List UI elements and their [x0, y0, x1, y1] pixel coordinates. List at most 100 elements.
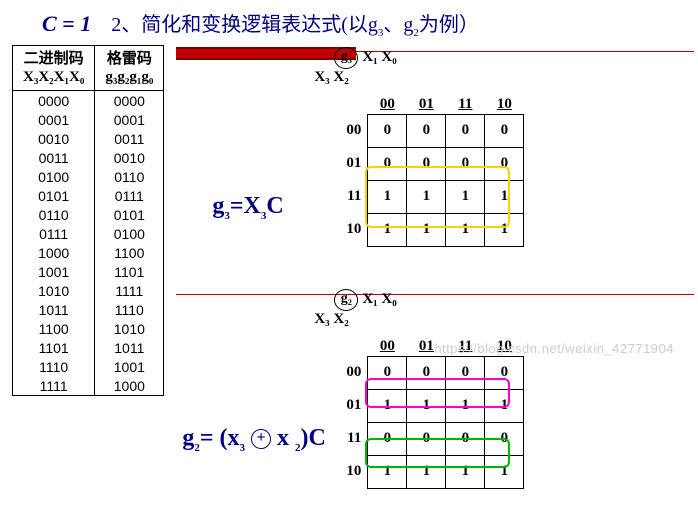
c-equals: C = 1 [42, 11, 91, 37]
table-cell: 0101 [13, 186, 95, 205]
table-cell: 0101 [95, 205, 164, 224]
kmap-cell: 0 [446, 356, 485, 389]
col1-header: 二进制码 X₃X₂X₁X₀ [13, 46, 95, 91]
table-cell: 0011 [13, 148, 95, 167]
equation-g3: g3=X3C [212, 193, 283, 222]
kmap-col-label: 11 [446, 82, 485, 114]
table-cell: 1111 [13, 376, 95, 396]
kmap-cell: 0 [407, 114, 446, 147]
table-cell: 0001 [95, 110, 164, 129]
kmap-cell: 0 [368, 356, 407, 389]
kmap-col-label: 01 [407, 82, 446, 114]
kmap-cell: 1 [446, 389, 485, 422]
kmap-cell: 1 [368, 389, 407, 422]
kmap-cell: 0 [485, 422, 524, 455]
kmap-cell: 1 [407, 180, 446, 213]
table-cell: 1010 [95, 319, 164, 338]
kmap-cell: 1 [485, 213, 524, 246]
col2-sub: g₃g₂g₁g₀ [105, 68, 153, 86]
kmap-row-label: 01 [332, 147, 368, 180]
kmap-row-label: 11 [332, 422, 368, 455]
kmap-col-label: 10 [485, 82, 524, 114]
kmap-cell: 0 [485, 114, 524, 147]
table-cell: 1101 [13, 338, 95, 357]
table-cell: 0100 [95, 224, 164, 243]
kmap-row-label: 11 [332, 180, 368, 213]
kmap-cell: 0 [407, 147, 446, 180]
table-cell: 0000 [13, 91, 95, 111]
kmap-cell: 0 [485, 147, 524, 180]
kmap-cell: 0 [446, 147, 485, 180]
table-cell: 0011 [95, 129, 164, 148]
kmap-col-label: 00 [368, 82, 407, 114]
col2-header: 格雷码 g₃g₂g₁g₀ [95, 46, 164, 91]
table-cell: 1010 [13, 281, 95, 300]
col2-title: 格雷码 [105, 50, 153, 68]
kmap-cell: 1 [407, 389, 446, 422]
kmap-row-label: 00 [332, 114, 368, 147]
col1-sub: X₃X₂X₁X₀ [23, 68, 84, 86]
table-cell: 0100 [13, 167, 95, 186]
table-cell: 0000 [95, 91, 164, 111]
kmap-cell: 0 [407, 356, 446, 389]
kmap-row-label: 10 [332, 213, 368, 246]
kmap-cell: 1 [446, 180, 485, 213]
table-cell: 1000 [95, 376, 164, 396]
kmap-cell: 1 [368, 180, 407, 213]
table-cell: 1001 [95, 357, 164, 376]
kmap-cell: 1 [446, 213, 485, 246]
kmap-cell: 0 [368, 147, 407, 180]
kmap-cell: 1 [485, 389, 524, 422]
table-cell: 0110 [13, 205, 95, 224]
table-cell: 0010 [95, 148, 164, 167]
kmap-cell: 0 [446, 422, 485, 455]
section-text-2: 、g [383, 14, 413, 36]
table-cell: 0111 [13, 224, 95, 243]
table-cell: 0001 [13, 110, 95, 129]
section-text-1: 2、简化和变换逻辑表达式(以g [111, 14, 378, 36]
col-axis-g3: X₁ X₀ [362, 49, 396, 66]
kmap-cell: 1 [485, 455, 524, 488]
section-text-3: 为例） [419, 14, 479, 36]
kmap-cell: 1 [407, 455, 446, 488]
kmap-cell: 0 [485, 356, 524, 389]
table-cell: 0110 [95, 167, 164, 186]
equation-g2: g2= (x3 + x 2)C [182, 425, 326, 454]
col-axis-g2: X₁ X₀ [362, 291, 396, 308]
col1-title: 二进制码 [23, 50, 84, 68]
table-cell: 1111 [95, 281, 164, 300]
kmap-cell: 1 [446, 455, 485, 488]
xor-plus-icon: + [251, 429, 271, 449]
section-title: 2、简化和变换逻辑表达式(以g3、g2为例） [111, 8, 479, 39]
kmap-g3: g₃ X₁ X₀ X₃ X₂ 0001111000000001000011111… [332, 47, 524, 247]
table-cell: 0010 [13, 129, 95, 148]
kmap-row-label: 10 [332, 455, 368, 488]
table-cell: 1100 [13, 319, 95, 338]
kmap-cell: 0 [368, 422, 407, 455]
binary-gray-table: 二进制码 X₃X₂X₁X₀ 格雷码 g₃g₂g₁g₀ 0000000000010… [12, 45, 164, 396]
kmap-cell: 1 [368, 213, 407, 246]
table-cell: 1110 [95, 300, 164, 319]
kmap-col-label: 00 [368, 324, 407, 356]
kmap-cell: 1 [407, 213, 446, 246]
table-cell: 1101 [95, 262, 164, 281]
kmap-cell: 0 [368, 114, 407, 147]
g3-badge: g₃ [334, 47, 358, 69]
kmap-row-label: 01 [332, 389, 368, 422]
kmap-cell: 1 [368, 455, 407, 488]
table-cell: 1001 [13, 262, 95, 281]
kmap-g2: g₂ X₁ X₀ X₃ X₂ 0001111000000001111111000… [332, 289, 524, 489]
table-cell: 1110 [13, 357, 95, 376]
watermark: https://blog.csdn.net/weixin_42771904 [434, 341, 674, 356]
kmap-cell: 0 [446, 114, 485, 147]
table-cell: 1011 [13, 300, 95, 319]
table-cell: 1000 [13, 243, 95, 262]
table-cell: 1100 [95, 243, 164, 262]
g2-badge: g₂ [334, 289, 358, 311]
table-cell: 1011 [95, 338, 164, 357]
kmap-cell: 1 [485, 180, 524, 213]
kmap-row-label: 00 [332, 356, 368, 389]
kmap-cell: 0 [407, 422, 446, 455]
red-bar [176, 47, 356, 60]
table-cell: 0111 [95, 186, 164, 205]
